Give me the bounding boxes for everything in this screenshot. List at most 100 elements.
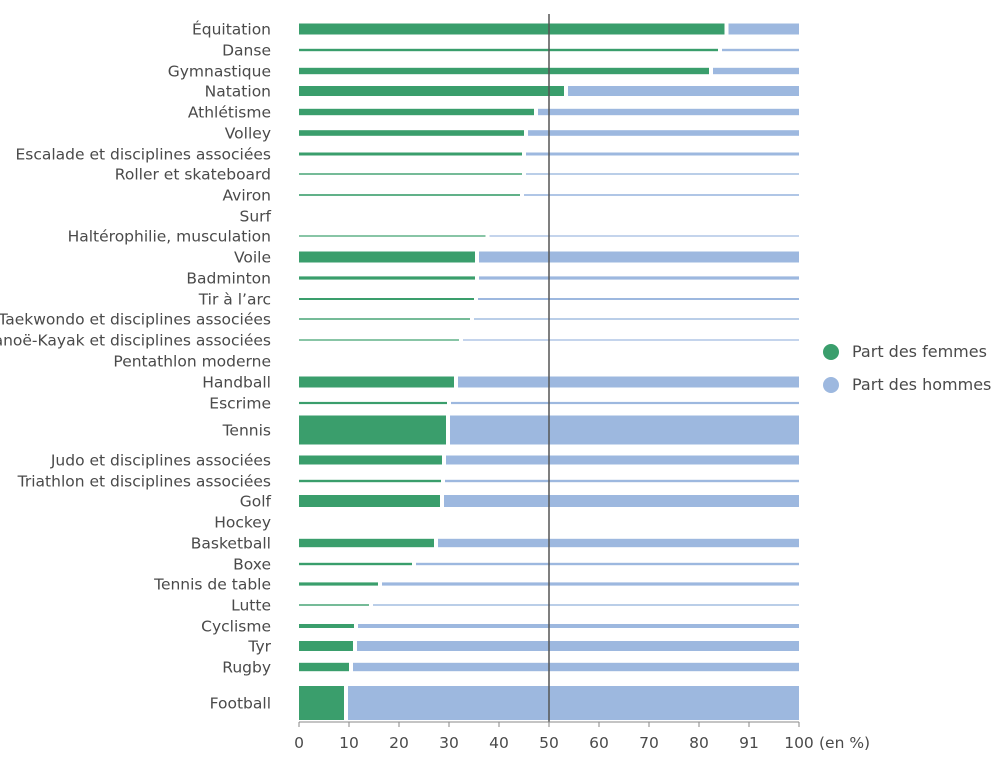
bar-femmes <box>299 152 522 156</box>
category-label: Natation <box>205 83 271 101</box>
bar-femmes <box>299 235 486 237</box>
category-label: Tennis de table <box>153 576 271 594</box>
bar-hommes <box>357 641 799 651</box>
bar-femmes <box>299 495 440 507</box>
bar-hommes <box>568 86 799 96</box>
bar-hommes <box>463 339 799 341</box>
category-label: Triathlon et disciplines associées <box>17 473 271 491</box>
category-label: Tennis <box>222 422 271 440</box>
bar-hommes <box>348 686 799 720</box>
category-label: Voile <box>234 249 271 267</box>
bar-hommes <box>458 376 799 388</box>
category-label: Volley <box>225 125 271 143</box>
bar-hommes <box>446 455 799 465</box>
category-label: Lutte <box>231 597 271 615</box>
bar-femmes <box>299 130 524 136</box>
bar-femmes <box>299 86 564 96</box>
bar-femmes <box>299 604 369 606</box>
x-tick-label: 50 <box>539 734 559 752</box>
bar-femmes <box>299 67 709 75</box>
category-label: Gymnastique <box>168 63 271 81</box>
category-label: Tir à l’arc <box>198 291 271 309</box>
bar-hommes <box>444 495 799 507</box>
category-label: Haltérophilie, musculation <box>68 228 271 246</box>
bar-femmes <box>299 538 434 548</box>
x-tick-label: 100 <box>784 734 814 752</box>
category-label: Canoë-Kayak et disciplines associées <box>0 332 271 350</box>
bar-femmes <box>299 562 412 566</box>
bar-femmes <box>299 662 349 672</box>
bar-femmes <box>299 582 378 586</box>
legend-label-femmes: Part des femmes <box>852 342 987 361</box>
bar-hommes <box>474 318 799 320</box>
bar-hommes <box>524 194 799 196</box>
x-tick-label: 20 <box>389 734 409 752</box>
x-tick-label: 91 <box>739 734 759 752</box>
x-tick-label: 60 <box>589 734 609 752</box>
category-label: Hockey <box>214 514 271 532</box>
bar-hommes <box>479 251 799 263</box>
bar-femmes <box>299 624 354 628</box>
bar-femmes <box>299 23 725 35</box>
bar-femmes <box>299 173 522 175</box>
category-label: Badminton <box>186 270 271 288</box>
bar-hommes <box>450 415 799 445</box>
category-label: Escrime <box>209 395 271 413</box>
legend-label-hommes: Part des hommes <box>852 375 991 394</box>
bar-hommes <box>479 276 799 280</box>
bar-hommes <box>373 604 799 606</box>
category-label: Golf <box>240 493 272 511</box>
bar-hommes <box>438 538 799 548</box>
category-label: Boxe <box>233 556 271 574</box>
x-tick-label: 70 <box>639 734 659 752</box>
x-tick-label: 10 <box>339 734 359 752</box>
bar-hommes <box>713 67 799 75</box>
bar-femmes <box>299 48 718 52</box>
bar-hommes <box>489 235 799 237</box>
bar-hommes <box>728 23 799 35</box>
category-label: Football <box>210 695 271 713</box>
category-label: Handball <box>202 374 271 392</box>
x-tick-label: 30 <box>439 734 459 752</box>
bar-hommes <box>722 48 799 52</box>
bars-group <box>299 23 799 720</box>
bar-hommes <box>478 298 799 300</box>
category-label: Escalade et disciplines associées <box>15 146 271 164</box>
bar-hommes <box>538 108 799 116</box>
bar-hommes <box>526 152 799 156</box>
bar-femmes <box>299 276 475 280</box>
category-label: Athlétisme <box>188 104 271 122</box>
category-label: Rugby <box>222 659 271 677</box>
bar-femmes <box>299 415 446 445</box>
bar-femmes <box>299 251 475 263</box>
bar-femmes <box>299 108 534 116</box>
legend: Part des femmes Part des hommes <box>823 342 991 394</box>
category-label: Équitation <box>192 20 271 39</box>
bar-hommes <box>451 401 799 405</box>
category-label: Aviron <box>222 187 271 205</box>
bar-hommes <box>416 562 799 566</box>
bar-femmes <box>299 318 470 320</box>
category-labels: Équitation Danse Gymnastique Natation Athlét… <box>0 20 272 713</box>
x-tick-label: 0 <box>294 734 304 752</box>
legend-marker-hommes <box>823 377 839 393</box>
bar-femmes <box>299 641 353 651</box>
bar-femmes <box>299 194 520 196</box>
legend-marker-femmes <box>823 344 839 360</box>
category-label: Basketball <box>191 535 271 553</box>
bar-hommes <box>358 624 799 628</box>
bar-hommes <box>382 582 799 586</box>
bar-hommes <box>353 662 799 672</box>
category-label: Cyclisme <box>201 618 271 636</box>
category-label: Danse <box>222 42 271 60</box>
category-label: Tyr <box>247 638 271 656</box>
bar-femmes <box>299 455 442 465</box>
bar-femmes <box>299 686 344 720</box>
category-label: Taekwondo et disciplines associées <box>0 311 271 329</box>
bar-femmes <box>299 479 441 483</box>
bar-femmes <box>299 339 459 341</box>
bar-hommes <box>526 173 799 175</box>
bar-femmes <box>299 298 474 300</box>
bar-femmes <box>299 376 454 388</box>
category-label: Roller et skateboard <box>115 166 271 184</box>
